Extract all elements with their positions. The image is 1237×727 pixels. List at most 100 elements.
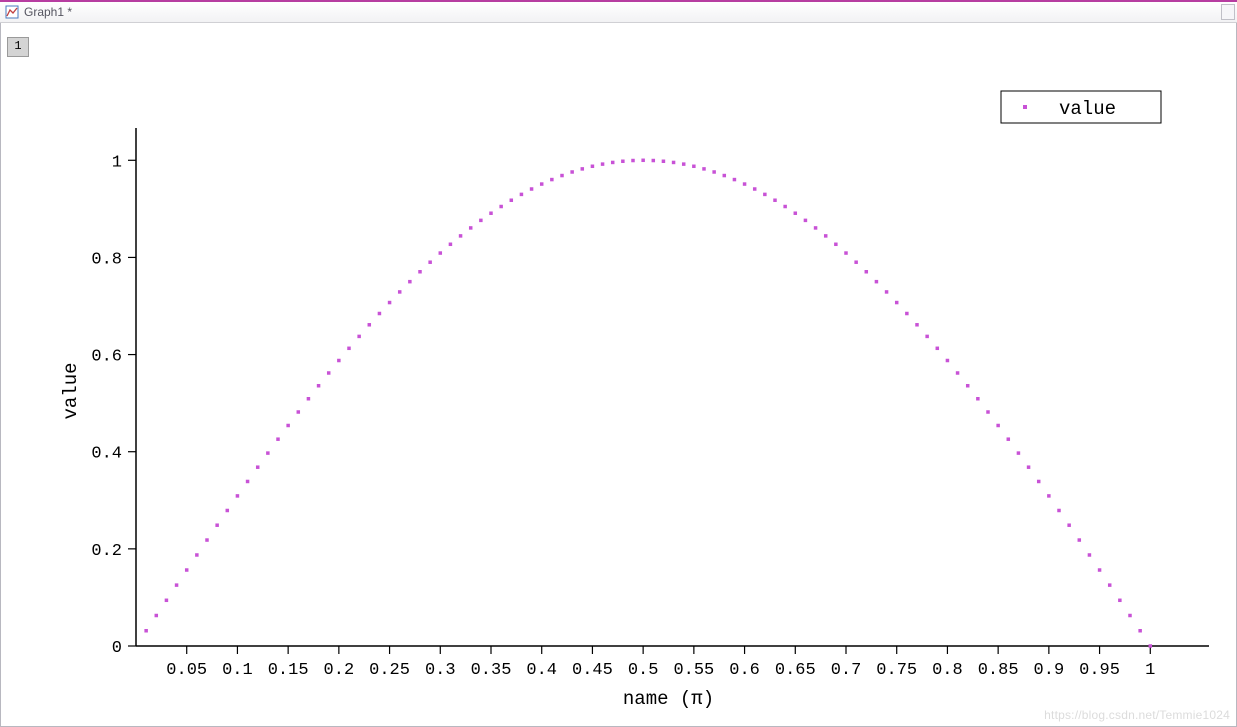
x-axis-label: name (π) <box>623 688 714 710</box>
data-point <box>702 167 706 171</box>
data-point <box>794 211 798 215</box>
data-point <box>449 243 453 247</box>
chart-svg: 00.20.40.60.810.050.10.150.20.250.30.350… <box>31 81 1221 727</box>
data-point <box>499 205 503 209</box>
data-point <box>175 583 179 587</box>
data-point <box>804 219 808 223</box>
data-point <box>652 159 656 163</box>
data-point <box>540 182 544 186</box>
plot-area: 00.20.40.60.810.050.10.150.20.250.30.350… <box>31 81 1221 727</box>
data-point <box>398 290 402 294</box>
data-point <box>266 451 270 455</box>
data-point <box>246 480 250 484</box>
data-point <box>286 424 290 428</box>
data-point <box>479 219 483 223</box>
x-tick-label: 0.85 <box>978 661 1019 680</box>
layer-tab-1[interactable]: 1 <box>7 37 29 57</box>
x-tick-label: 0.35 <box>471 661 512 680</box>
data-point <box>895 301 899 305</box>
window-control-button[interactable] <box>1221 4 1235 20</box>
data-point <box>1108 583 1112 587</box>
data-point <box>641 159 645 163</box>
data-point <box>195 553 199 557</box>
data-point <box>570 170 574 174</box>
data-point <box>144 629 148 633</box>
data-point <box>215 523 219 527</box>
y-tick-label: 1 <box>112 153 122 172</box>
data-point <box>256 465 260 469</box>
data-point <box>905 312 909 316</box>
data-point <box>621 159 625 163</box>
data-point <box>611 161 615 165</box>
data-point <box>236 494 240 498</box>
data-point <box>185 568 189 572</box>
window-controls <box>1221 4 1237 20</box>
data-point <box>1057 509 1061 512</box>
data-point <box>712 170 716 174</box>
data-point <box>581 167 585 171</box>
data-point <box>337 359 341 363</box>
data-point <box>1088 553 1092 557</box>
data-point <box>814 226 818 230</box>
window-titlebar[interactable]: Graph1 * <box>0 2 1237 23</box>
y-tick-label: 0 <box>112 639 122 658</box>
window-icon <box>4 4 20 20</box>
data-point <box>753 187 757 191</box>
data-point <box>996 424 1000 428</box>
data-point <box>530 187 534 191</box>
data-point <box>297 410 301 414</box>
data-point <box>510 198 514 202</box>
data-point <box>1017 451 1021 455</box>
data-point <box>875 280 879 284</box>
data-point <box>459 234 463 238</box>
window-title: Graph1 * <box>24 5 1221 19</box>
x-tick-label: 0.1 <box>222 661 253 680</box>
x-tick-label: 0.25 <box>369 661 410 680</box>
data-point <box>155 614 159 618</box>
data-point <box>520 193 524 197</box>
data-point <box>388 301 392 305</box>
data-point <box>428 260 432 264</box>
data-point <box>307 397 311 401</box>
x-tick-label: 0.75 <box>876 661 917 680</box>
data-point <box>408 280 412 284</box>
data-point <box>276 437 280 441</box>
data-point <box>550 178 554 182</box>
y-tick-label: 0.2 <box>91 542 122 561</box>
data-point <box>986 410 990 414</box>
data-point <box>834 243 838 247</box>
data-point <box>1078 538 1082 542</box>
data-point <box>205 538 209 542</box>
y-tick-label: 0.8 <box>91 250 122 269</box>
x-tick-label: 0.8 <box>932 661 963 680</box>
x-tick-label: 0.65 <box>775 661 816 680</box>
x-tick-label: 0.55 <box>673 661 714 680</box>
data-point <box>469 226 473 230</box>
x-tick-label: 0.05 <box>166 661 207 680</box>
x-tick-label: 0.6 <box>729 661 760 680</box>
x-tick-label: 0.3 <box>425 661 456 680</box>
data-point <box>317 384 321 388</box>
x-tick-label: 0.4 <box>526 661 557 680</box>
data-point <box>327 371 331 375</box>
data-point <box>1037 480 1041 484</box>
data-point <box>783 205 787 209</box>
graph-window: Graph1 * 1 00.20.40.60.810.050.10.150.20… <box>0 0 1237 727</box>
data-point <box>601 162 605 166</box>
data-point <box>378 312 382 316</box>
legend-label: value <box>1059 98 1116 120</box>
data-point <box>773 198 777 202</box>
data-point <box>682 162 686 166</box>
data-point <box>936 347 940 351</box>
data-point <box>672 161 676 165</box>
data-point <box>976 397 980 401</box>
data-point <box>439 251 443 255</box>
data-point <box>1138 629 1142 633</box>
data-point <box>865 270 869 274</box>
data-point <box>956 371 960 375</box>
data-point <box>1047 494 1051 498</box>
data-point <box>560 174 564 178</box>
data-point <box>1149 644 1153 648</box>
data-point <box>925 335 929 339</box>
data-point <box>662 159 666 163</box>
